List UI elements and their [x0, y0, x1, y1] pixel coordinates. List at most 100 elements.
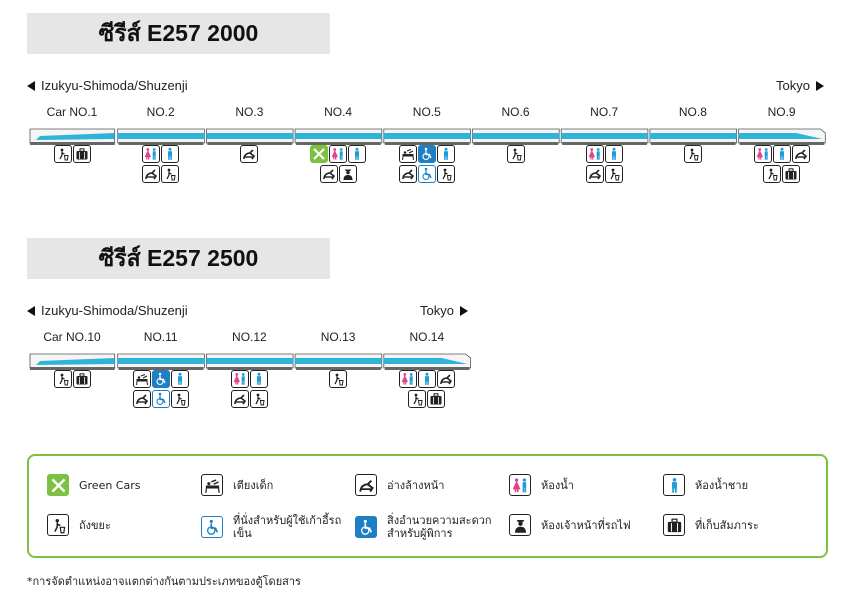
legend-label: สิ่งอำนวยความสะดวกสำหรับผู้พิการ	[387, 514, 492, 540]
washbasin-icon	[240, 145, 259, 163]
arrow-left-icon	[27, 80, 35, 91]
direction-right: Tokyo	[776, 78, 824, 93]
mens-icon	[249, 370, 268, 388]
washbasin-icon	[132, 390, 151, 408]
toilet-icon	[753, 145, 772, 163]
direction-right-label: Tokyo	[776, 78, 810, 93]
legend-label: Green Cars	[79, 478, 141, 492]
accessible-icon	[417, 145, 436, 163]
train-car	[738, 128, 826, 145]
legend-label: ที่เก็บสัมภาระ	[695, 518, 759, 532]
car-facilities	[205, 370, 293, 408]
conductor-icon	[338, 165, 357, 183]
toilet-icon	[398, 370, 417, 388]
trash-icon	[763, 165, 782, 183]
washbasin-icon	[142, 165, 161, 183]
car-facilities	[294, 370, 382, 388]
train-graphic	[29, 128, 826, 145]
direction-right-label: Tokyo	[420, 303, 454, 318]
train-car	[117, 353, 205, 370]
legend-label: ที่นั่งสำหรับผู้ใช้เก้าอี้รถเข็น	[233, 514, 342, 540]
legend-item-babybed: เตียงเด็ก	[201, 474, 273, 496]
toilet-icon	[230, 370, 249, 388]
train-car	[294, 128, 383, 145]
washbasin-icon	[585, 165, 604, 183]
train-car	[206, 128, 294, 145]
mens-icon	[604, 145, 623, 163]
legend-label: อ่างล้างหน้า	[387, 478, 445, 492]
train-car	[294, 353, 383, 370]
car-label: Car NO.1	[46, 105, 98, 119]
luggage-icon	[782, 165, 801, 183]
legend-item-washbasin: อ่างล้างหน้า	[355, 474, 444, 496]
train-graphic	[29, 353, 471, 370]
arrow-right-icon	[459, 305, 468, 316]
legend-item-luggage: ที่เก็บสัมภาระ	[663, 514, 759, 536]
toilet-icon	[142, 145, 161, 163]
series-title-2500: ซีรีส์ E257 2500	[27, 238, 330, 279]
mens-icon	[170, 370, 189, 388]
car-facilities	[205, 145, 293, 163]
trash-icon	[408, 390, 427, 408]
wheelchair-icon	[417, 165, 436, 183]
trash-icon	[683, 145, 702, 163]
trash-icon	[53, 145, 72, 163]
luggage-icon	[72, 145, 91, 163]
car-facilities	[117, 145, 205, 183]
car-facilities	[28, 145, 116, 163]
direction-right: Tokyo	[420, 303, 468, 318]
car-label: NO.5	[412, 105, 441, 119]
car-facilities	[383, 145, 471, 183]
train-car	[117, 128, 205, 145]
mens-icon	[436, 145, 455, 163]
trash-icon	[329, 370, 348, 388]
trash-icon	[161, 165, 180, 183]
car-facilities	[28, 370, 116, 388]
train-car	[560, 128, 649, 145]
legend-label: เตียงเด็ก	[233, 478, 274, 492]
legend-label: ห้องเจ้าหน้าที่รถไฟ	[541, 518, 631, 532]
legend-item-wheelchair: ที่นั่งสำหรับผู้ใช้เก้าอี้รถเข็น	[201, 514, 353, 540]
luggage-icon	[72, 370, 91, 388]
washbasin-icon	[355, 474, 377, 496]
trash-icon	[604, 165, 623, 183]
car-label: NO.2	[146, 105, 175, 119]
green-icon	[310, 145, 329, 163]
babybed-icon	[398, 145, 417, 163]
washbasin-icon	[319, 165, 338, 183]
toilet-icon	[509, 474, 531, 496]
direction-left-label: Izukyu-Shimoda/Shuzenji	[41, 78, 188, 93]
car-label: NO.12	[232, 330, 267, 344]
wheelchair-icon	[151, 390, 170, 408]
car-label: NO.13	[320, 330, 356, 344]
car-facilities	[472, 145, 560, 163]
legend-item-green: Green Cars	[47, 474, 140, 496]
mens-icon	[663, 474, 685, 496]
luggage-icon	[427, 390, 446, 408]
car-label: Car NO.10	[43, 330, 101, 344]
accessible-icon	[151, 370, 170, 388]
mens-icon	[348, 145, 367, 163]
car-facilities	[383, 370, 471, 408]
legend-item-toilet: ห้องน้ำ	[509, 474, 574, 496]
car-facilities	[738, 145, 826, 183]
toilet-icon	[585, 145, 604, 163]
car-label: NO.4	[324, 105, 353, 119]
trash-icon	[506, 145, 525, 163]
mens-icon	[161, 145, 180, 163]
legend-label: ห้องน้ำ	[541, 478, 574, 492]
conductor-icon	[509, 514, 531, 536]
accessible-icon	[355, 516, 377, 538]
train-car	[472, 128, 560, 145]
legend-item-accessible: สิ่งอำนวยความสะดวกสำหรับผู้พิการ	[355, 514, 507, 540]
washbasin-icon	[230, 390, 249, 408]
series-title-2000: ซีรีส์ E257 2000	[27, 13, 330, 54]
arrow-left-icon	[27, 305, 35, 316]
car-facilities	[560, 145, 648, 183]
train-car	[29, 128, 116, 145]
legend-item-mens: ห้องน้ำชาย	[663, 474, 748, 496]
wheelchair-icon	[201, 516, 223, 538]
direction-left: Izukyu-Shimoda/Shuzenji	[27, 303, 188, 318]
washbasin-icon	[436, 370, 455, 388]
train-car	[206, 353, 294, 370]
